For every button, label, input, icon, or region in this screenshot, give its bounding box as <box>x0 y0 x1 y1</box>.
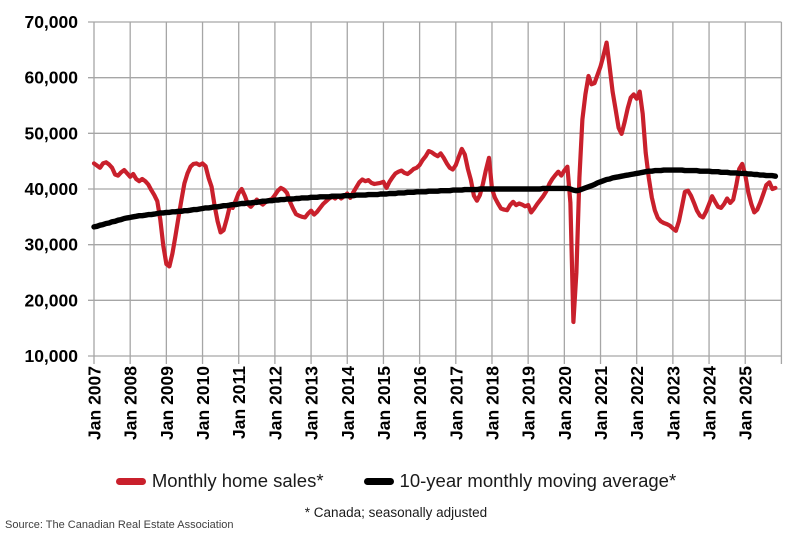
moving-average-legend-label: 10-year monthly moving average* <box>399 470 677 491</box>
y-axis-tick-label: 20,000 <box>24 290 78 310</box>
x-axis-tick-label: Jan 2020 <box>555 366 575 440</box>
x-axis-tick-label: Jan 2014 <box>338 366 358 440</box>
moving-average-line-swatch <box>363 477 394 485</box>
x-axis-tick-label: Jan 2011 <box>229 366 249 439</box>
x-axis-tick-label: Jan 2023 <box>663 366 683 440</box>
source-attribution: Source: The Canadian Real Estate Associa… <box>5 519 234 531</box>
x-axis-tick-label: Jan 2012 <box>265 366 285 440</box>
y-axis-tick-label: 60,000 <box>24 68 78 88</box>
x-axis-tick-label: Jan 2024 <box>700 366 720 440</box>
y-axis-tick-label: 70,000 <box>24 12 78 32</box>
x-axis-tick-label: Jan 2019 <box>519 366 539 440</box>
monthly-home-sales-legend-label: Monthly home sales* <box>151 470 324 491</box>
x-axis-tick-label: Jan 2018 <box>482 366 502 440</box>
x-axis-tick-label: Jan 2025 <box>736 366 756 440</box>
series-line-monthly-home-sales <box>91 40 778 325</box>
chart-footnote: * Canada; seasonally adjusted <box>304 505 488 520</box>
legend-item-monthly-home-sales: Monthly home sales* <box>115 470 324 492</box>
x-axis-tick-label: Jan 2008 <box>121 366 141 440</box>
x-axis-tick-label: Jan 2021 <box>591 366 611 440</box>
x-axis-tick-label: Jan 2009 <box>157 366 177 440</box>
x-axis-tick-label: Jan 2017 <box>446 366 466 440</box>
x-axis-tick-label: Jan 2013 <box>302 366 322 440</box>
x-axis-tick-label: Jan 2015 <box>374 366 394 440</box>
y-axis-tick-label: 30,000 <box>24 235 78 255</box>
y-axis-tick-label: 10,000 <box>24 346 78 366</box>
y-axis-tick-label: 50,000 <box>24 123 78 143</box>
x-axis-tick-label: Jan 2016 <box>410 366 430 440</box>
series-line-moving-average <box>91 167 779 230</box>
monthly-home-sales-line-swatch <box>115 477 146 485</box>
chart-legend: Monthly home sales* 10-year monthly movi… <box>0 467 792 495</box>
y-axis-tick-label: 40,000 <box>24 179 78 199</box>
x-axis-tick-label: Jan 2010 <box>193 366 213 440</box>
x-axis-tick-label: Jan 2022 <box>627 366 647 440</box>
x-axis-tick-label: Jan 2007 <box>85 366 105 440</box>
legend-item-moving-average: 10-year monthly moving average* <box>363 470 677 492</box>
